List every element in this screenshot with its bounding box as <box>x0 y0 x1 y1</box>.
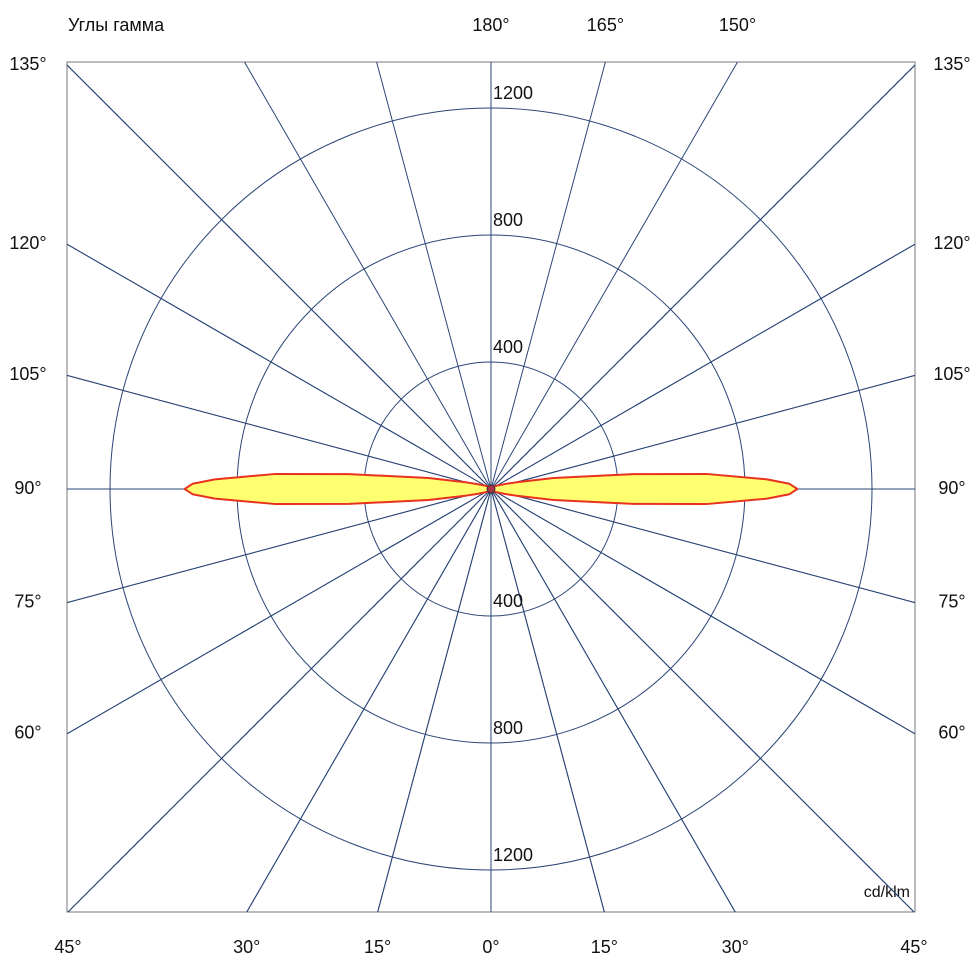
unit-label: cd/klm <box>864 884 910 901</box>
radial-line <box>490 488 605 912</box>
radial-line <box>490 488 915 735</box>
marks <box>183 472 799 506</box>
angle-tick-label: 30° <box>722 937 749 957</box>
radial-line <box>67 374 492 490</box>
r-tick-label: 800 <box>493 210 523 230</box>
labels: 400 400 800 800 1200 1200 0° 15° 30° 45° 60° 75° 90°… <box>9 15 970 957</box>
radial-line <box>490 243 915 490</box>
angle-tick-label: 60° <box>14 723 41 743</box>
angle-tick-label: 15° <box>591 937 618 957</box>
r-tick-label: 400 <box>493 591 523 611</box>
center-dot <box>486 484 496 494</box>
angle-tick-label: 105° <box>933 364 970 384</box>
radial-line <box>490 488 915 604</box>
angle-tick-label: 90° <box>938 478 965 498</box>
angle-tick-label: 45° <box>54 937 81 957</box>
radial-line <box>67 488 492 912</box>
radial-line <box>490 62 738 490</box>
r-tick-label: 1200 <box>493 83 533 103</box>
radial-line <box>67 488 492 604</box>
intensity-curve <box>490 472 799 506</box>
chart-title: Углы гамма <box>68 15 165 35</box>
r-tick-label: 400 <box>493 337 523 357</box>
angle-tick-label: 120° <box>933 233 970 253</box>
radial-line <box>246 488 492 912</box>
angle-tick-label: 135° <box>9 54 46 74</box>
radial-line <box>490 488 915 912</box>
angle-tick-label: 30° <box>233 937 260 957</box>
angle-tick-label: 150° <box>719 15 756 35</box>
angle-tick-label: 120° <box>9 233 46 253</box>
radial-line <box>377 488 492 912</box>
angle-tick-label: 165° <box>587 15 624 35</box>
intensity-curve <box>183 472 492 506</box>
radial-line <box>490 374 915 490</box>
angle-tick-label: 135° <box>933 54 970 74</box>
radial-line <box>67 243 492 490</box>
radial-line <box>67 64 492 490</box>
r-tick-label: 1200 <box>493 845 533 865</box>
angle-tick-label: 75° <box>14 591 41 611</box>
radial-line <box>244 62 492 490</box>
r-tick-label: 800 <box>493 718 523 738</box>
angle-tick-label: 45° <box>900 937 927 957</box>
angle-tick-label: 90° <box>14 478 41 498</box>
angle-tick-label: 0° <box>482 937 499 957</box>
radial-line <box>376 62 492 490</box>
radial-line <box>490 64 915 490</box>
radial-line <box>490 488 736 912</box>
angle-tick-label: 75° <box>938 591 965 611</box>
radial-line <box>67 488 492 735</box>
angle-tick-label: 105° <box>9 364 46 384</box>
grid <box>67 62 915 912</box>
angle-tick-label: 15° <box>364 937 391 957</box>
radial-line <box>490 62 606 490</box>
angle-tick-label: 180° <box>472 15 509 35</box>
angle-tick-label: 60° <box>938 723 965 743</box>
